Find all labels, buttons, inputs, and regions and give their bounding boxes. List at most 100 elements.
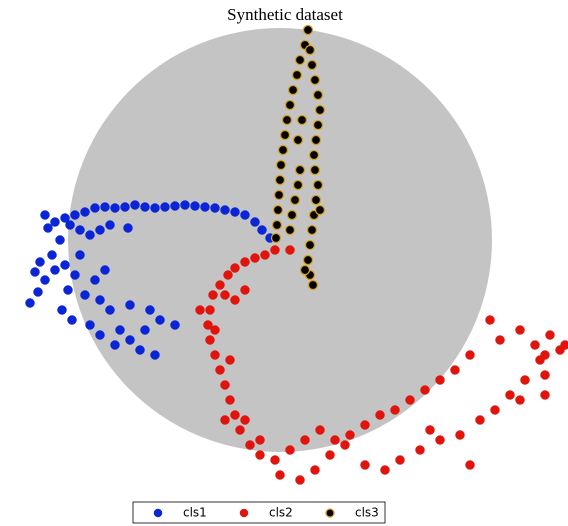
point [135,345,145,355]
point [100,202,110,212]
point [75,250,85,260]
point [325,450,335,460]
point [405,395,415,405]
point [240,210,250,220]
point [294,164,306,176]
legend-box [132,501,386,524]
point [105,305,115,315]
point [295,475,305,485]
point [296,114,308,126]
point [25,298,35,308]
point [420,385,430,395]
point [85,320,95,330]
legend-marker [153,508,163,518]
point [123,223,133,233]
point [375,410,385,420]
point [57,305,67,315]
point [291,69,303,81]
point [520,375,530,385]
point [105,220,115,230]
point [60,260,70,270]
point [435,375,445,385]
point [395,455,405,465]
point [306,224,318,236]
point [275,470,285,480]
point [286,209,298,221]
point [125,335,135,345]
point [515,395,525,405]
point [90,275,100,285]
point [230,295,240,305]
point [220,205,230,215]
point [289,194,301,206]
point [70,210,80,220]
point [285,445,295,455]
point [235,425,245,435]
point [345,430,355,440]
point [200,202,210,212]
point [270,245,280,255]
point [285,245,295,255]
point [255,435,265,445]
legend-marker [239,508,249,518]
point [425,425,435,435]
point [95,225,105,235]
legend-label: cls2 [269,506,293,520]
point [240,415,250,425]
point [145,305,155,315]
point [304,239,316,251]
point [33,287,43,297]
point [67,315,77,325]
point [75,225,85,235]
point [125,300,135,310]
point [250,253,260,263]
point [240,285,250,295]
point [240,257,250,267]
point [380,465,390,475]
point [90,203,100,213]
point [110,203,120,213]
point [40,275,50,285]
point [545,330,555,340]
point [535,355,545,365]
point [155,315,165,325]
point [140,325,150,335]
point [312,179,324,191]
point [309,164,321,176]
point [30,267,40,277]
point [277,144,289,156]
point [215,280,225,290]
point [435,435,445,445]
point [210,203,220,213]
legend-label: cls1 [183,506,207,520]
point [294,54,306,66]
point [307,279,319,291]
point [40,210,50,220]
point [515,325,525,335]
point [272,204,284,216]
point [220,290,230,300]
point [314,204,326,216]
point [220,380,230,390]
point [271,219,283,231]
point [180,200,190,210]
point [85,230,95,240]
point [330,435,340,445]
point [150,203,160,213]
point [312,89,324,101]
point [306,59,318,71]
point [292,134,304,146]
point [257,225,267,235]
point [284,99,296,111]
point [450,365,460,375]
point [299,264,311,276]
point [415,445,425,455]
point [50,265,60,275]
point [230,207,240,217]
point [120,202,130,212]
point [208,290,218,300]
point [310,194,322,206]
point [279,129,291,141]
point [80,207,90,217]
point [273,189,285,201]
